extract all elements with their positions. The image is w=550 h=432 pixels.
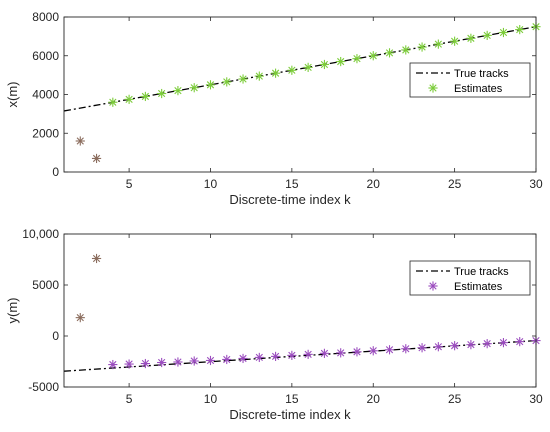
estimate-point <box>319 59 330 70</box>
y-tick-label: 8000 <box>32 10 59 24</box>
estimate-point <box>515 337 525 347</box>
estimate-point <box>108 359 118 370</box>
estimate-point <box>108 97 118 107</box>
estimate-point <box>222 77 232 87</box>
x-tick-label: 10 <box>204 177 218 191</box>
estimate-point <box>466 340 476 350</box>
estimate-point <box>401 45 411 55</box>
x-tick-label: 25 <box>448 177 462 191</box>
estimate-point <box>157 88 167 99</box>
y-tick-label: 5000 <box>32 278 59 292</box>
legend-label-true-tracks: True tracks <box>454 266 509 278</box>
estimate-point <box>352 54 362 64</box>
estimate-point <box>482 30 492 41</box>
legend-swatch-estimates <box>428 281 438 291</box>
legend: True tracks Estimates <box>409 62 531 98</box>
initial-estimate-point <box>75 136 85 146</box>
y-tick-label: 0 <box>52 165 59 179</box>
y-tick-label: 0 <box>52 329 59 343</box>
y-position-chart: 5 10 15 20 25 30 -5000 0 5000 10,000 Discrete-time… <box>5 227 543 422</box>
x-tick-label: 15 <box>285 392 299 406</box>
estimate-point <box>319 348 330 358</box>
x-position-chart: 5 10 15 20 25 30 0 2000 4000 6000 8000 Discrete-tim… <box>5 10 543 207</box>
plot-area <box>64 234 536 387</box>
estimate-point <box>140 358 150 369</box>
legend-label-estimates: Estimates <box>454 83 503 95</box>
estimate-point <box>352 347 362 357</box>
estimate-point <box>368 51 378 61</box>
axes-box <box>63 16 537 173</box>
estimate-point <box>238 74 248 84</box>
estimate-point <box>384 345 395 355</box>
estimate-point <box>140 91 150 102</box>
estimate-point <box>498 338 509 348</box>
estimate-point <box>303 349 313 359</box>
estimate-point <box>336 348 346 358</box>
x-tick-label: 20 <box>367 177 381 191</box>
estimate-point <box>238 353 248 364</box>
x-tick-label: 5 <box>126 392 133 406</box>
initial-estimate-point <box>91 253 102 264</box>
x-tick-label: 25 <box>448 392 462 406</box>
y-tick-label: 2000 <box>32 126 59 140</box>
estimate-point <box>254 71 264 81</box>
estimate-point <box>450 36 460 46</box>
estimate-point <box>173 86 183 96</box>
x-axis-label: Discrete-time index k <box>229 407 351 422</box>
legend: True tracks Estimates <box>409 260 531 296</box>
estimate-point <box>157 357 167 368</box>
y-axis-label: y(m) <box>5 298 20 324</box>
estimate-point <box>401 344 411 354</box>
y-tick-label: 10,000 <box>22 227 59 241</box>
initial-estimate-point <box>75 313 85 323</box>
estimate-point <box>433 39 443 49</box>
estimate-point <box>254 352 264 363</box>
legend-swatch-estimates <box>428 83 438 93</box>
estimate-point <box>433 342 443 352</box>
estimate-point <box>205 355 216 366</box>
axes-box <box>63 233 537 388</box>
estimate-point <box>287 65 297 75</box>
estimate-point <box>270 68 281 78</box>
estimate-point <box>417 42 427 52</box>
estimate-point <box>498 27 509 38</box>
estimate-point <box>189 83 199 93</box>
estimate-point <box>336 56 346 67</box>
estimate-point <box>270 351 281 361</box>
y-tick-label: 4000 <box>32 88 59 102</box>
estimate-point <box>417 343 427 353</box>
estimate-point <box>124 359 134 369</box>
x-tick-label: 5 <box>126 177 133 191</box>
estimate-point <box>303 62 313 72</box>
x-tick-label: 30 <box>529 392 543 406</box>
estimate-point <box>466 33 476 43</box>
y-tick-label: -5000 <box>28 380 59 394</box>
x-tick-label: 30 <box>529 177 543 191</box>
legend-label-true-tracks: True tracks <box>454 68 509 80</box>
estimate-point <box>222 354 232 365</box>
x-tick-label: 15 <box>285 177 299 191</box>
y-axis-label: x(m) <box>5 82 20 108</box>
estimate-point <box>173 357 183 367</box>
estimate-point <box>124 94 134 104</box>
estimate-point <box>384 48 395 58</box>
estimate-point <box>205 80 216 90</box>
y-tick-label: 6000 <box>32 49 59 63</box>
estimate-point <box>450 341 460 351</box>
x-axis-label: Discrete-time index k <box>229 192 351 207</box>
legend-label-estimates: Estimates <box>454 281 503 293</box>
estimate-point <box>189 356 199 366</box>
estimate-point <box>368 346 378 356</box>
estimate-point <box>515 24 525 35</box>
initial-estimate-point <box>91 153 102 164</box>
estimate-point <box>482 339 492 349</box>
x-tick-label: 20 <box>367 392 381 406</box>
x-tick-label: 10 <box>204 392 218 406</box>
estimate-point <box>287 350 297 360</box>
